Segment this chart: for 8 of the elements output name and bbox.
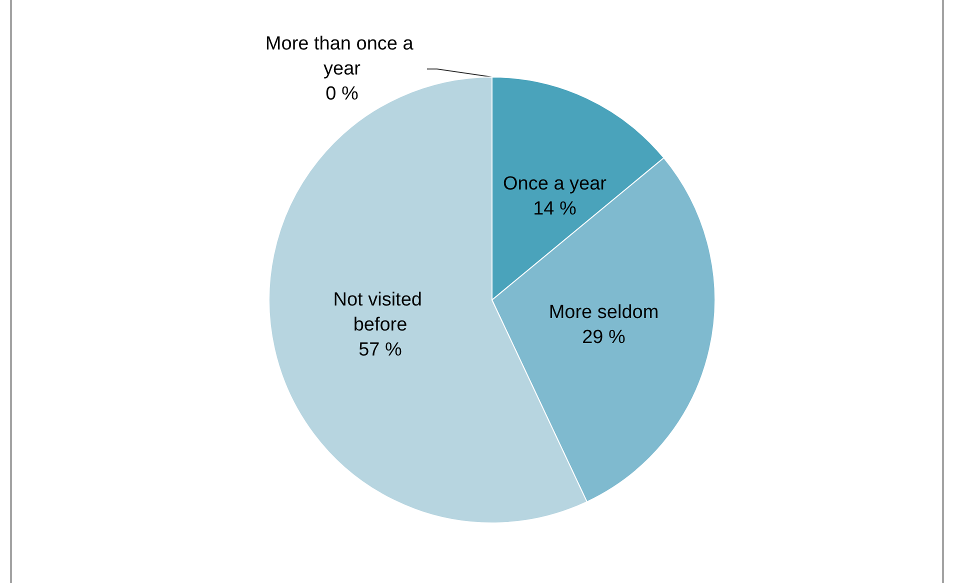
data-label: 29 % [582, 326, 626, 348]
data-label: 14 % [533, 198, 577, 220]
text: 0 % [326, 84, 358, 104]
slice-label: Not visited before [333, 289, 428, 336]
category-label: More than once a year [265, 34, 414, 80]
slice-label: Once a year [503, 173, 608, 194]
data-label: 57 % [358, 339, 402, 360]
slice-label: More seldom [548, 302, 659, 323]
